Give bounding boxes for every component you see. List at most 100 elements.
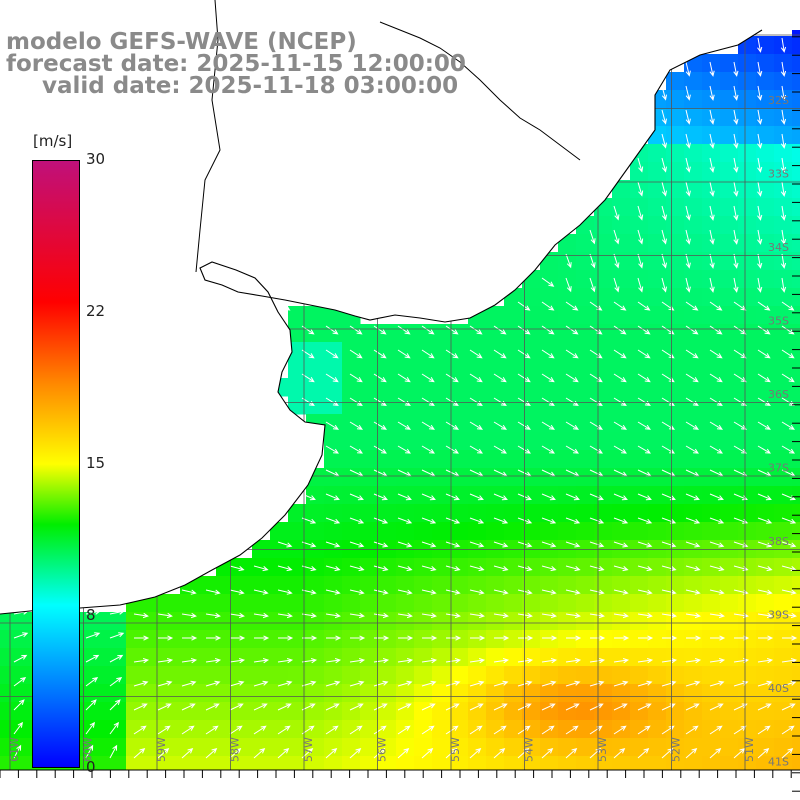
wind-arrow xyxy=(685,517,701,524)
wind-arrow xyxy=(757,133,763,149)
wind-arrow xyxy=(757,229,763,245)
wind-arrow xyxy=(709,85,715,101)
wind-arrow xyxy=(445,325,459,335)
wind-arrow xyxy=(637,301,651,311)
wind-arrow xyxy=(781,349,795,359)
wind-arrow xyxy=(637,445,651,454)
wind-arrow xyxy=(565,349,579,359)
wind-arrow xyxy=(613,725,627,735)
wind-arrow xyxy=(325,349,339,359)
wind-arrow xyxy=(421,725,435,735)
wind-arrow xyxy=(661,133,667,149)
wind-arrow xyxy=(134,635,150,641)
wind-arrow xyxy=(541,445,555,454)
wind-arrow xyxy=(541,493,556,501)
wind-arrow xyxy=(637,565,653,572)
wind-arrow xyxy=(397,747,410,759)
wind-arrow xyxy=(709,61,715,77)
wind-arrow xyxy=(589,703,604,711)
lon-label: 60W xyxy=(82,737,95,762)
wind-arrow xyxy=(709,109,715,125)
wind-arrow xyxy=(565,565,581,572)
wind-arrow xyxy=(637,277,644,293)
wind-arrow xyxy=(709,493,724,501)
wind-arrow xyxy=(493,493,508,501)
wind-arrow xyxy=(421,325,435,335)
wind-arrow xyxy=(685,680,701,687)
wind-arrow xyxy=(565,658,582,664)
wind-arrow xyxy=(613,565,629,572)
wind-arrow xyxy=(374,635,390,641)
wind-arrow xyxy=(349,349,363,359)
wind-arrow xyxy=(349,421,364,430)
wind-arrow xyxy=(661,589,677,595)
wind-arrow xyxy=(469,541,485,548)
wind-arrow xyxy=(613,205,620,221)
wind-arrow xyxy=(710,635,726,641)
wind-arrow xyxy=(733,157,739,173)
wind-arrow xyxy=(157,747,170,759)
wind-arrow xyxy=(637,517,653,524)
wind-arrow xyxy=(325,541,341,548)
wind-arrow xyxy=(757,85,763,101)
wind-arrow xyxy=(613,325,627,335)
wind-arrow xyxy=(589,277,596,293)
wind-arrow xyxy=(517,421,532,430)
wind-arrow xyxy=(757,325,771,335)
coastline-line xyxy=(0,29,763,615)
wind-arrow xyxy=(709,747,722,759)
wind-arrow xyxy=(109,721,119,735)
wind-arrow xyxy=(757,612,773,619)
wind-arrow xyxy=(541,301,555,311)
wind-arrow xyxy=(757,565,773,572)
wind-arrow xyxy=(589,565,605,572)
lon-label: 53W xyxy=(596,737,609,762)
wind-arrow xyxy=(685,229,691,245)
wind-arrow xyxy=(589,589,605,595)
wind-arrow xyxy=(613,253,620,269)
wind-arrow xyxy=(757,37,763,53)
wind-arrow xyxy=(733,229,739,245)
wind-arrow xyxy=(373,747,386,759)
wind-arrow xyxy=(325,373,339,383)
wind-arrow xyxy=(685,109,691,125)
wind-arrow xyxy=(109,654,124,663)
wind-arrow xyxy=(493,517,509,524)
wind-arrow xyxy=(493,421,508,430)
wind-arrow xyxy=(637,205,644,221)
wind-speed-field xyxy=(0,0,800,770)
colorbar-unit: [m/s] xyxy=(33,132,73,150)
lat-label: 33S xyxy=(768,168,789,181)
wind-arrow xyxy=(709,445,723,454)
wind-arrow xyxy=(181,612,197,619)
wind-arrow xyxy=(709,725,723,735)
wind-arrow xyxy=(685,747,698,759)
wind-arrow xyxy=(541,541,557,548)
wind-arrow xyxy=(230,635,246,641)
wind-arrow xyxy=(277,301,291,311)
wind-arrow xyxy=(709,325,723,335)
wind-arrow xyxy=(493,612,509,619)
wind-arrow xyxy=(780,277,787,293)
wind-arrow xyxy=(733,61,739,77)
wind-arrow xyxy=(780,61,787,77)
wind-arrow xyxy=(757,205,763,221)
wind-arrow xyxy=(565,421,580,430)
wind-arrow xyxy=(541,421,556,430)
wind-arrow xyxy=(493,349,507,359)
wind-arrow xyxy=(349,565,365,572)
colorbar-tick-0: 0 xyxy=(86,758,96,776)
wind-arrow xyxy=(325,421,340,430)
wind-arrow xyxy=(157,725,171,735)
grid-labels: 32S 33S 34S 35S 36S 37S 38S 39S 40S 41S 61W 60W 59W 5… xyxy=(8,94,789,769)
wind-arrow xyxy=(541,747,554,759)
wind-arrow xyxy=(277,612,293,619)
lat-label: 32S xyxy=(768,94,789,107)
wind-arrow xyxy=(661,541,677,548)
wind-arrow xyxy=(757,61,763,77)
wind-arrow xyxy=(373,612,389,619)
wind-arrow xyxy=(229,703,244,711)
wind-arrow xyxy=(422,635,438,641)
wind-arrow xyxy=(589,517,605,524)
wind-arrow xyxy=(637,658,654,664)
